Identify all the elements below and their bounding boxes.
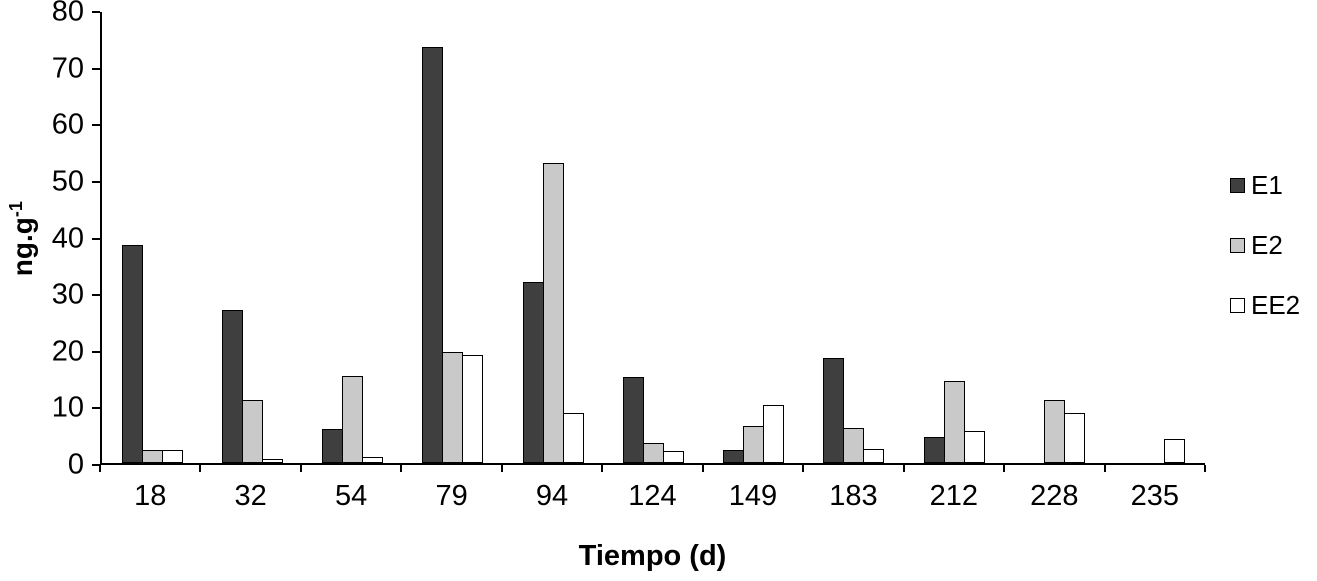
bar-group-54 <box>303 12 403 463</box>
x-tick-mark <box>501 465 503 472</box>
x-tick-mark <box>802 465 804 472</box>
y-tick-mark <box>92 237 100 240</box>
y-tick-label-20: 20 <box>51 335 84 368</box>
x-tick-mark <box>601 465 603 472</box>
bar-group-32 <box>202 12 302 463</box>
bar-ee2-228 <box>1064 413 1086 463</box>
bar-e1-79 <box>422 47 444 463</box>
x-tick-label-32: 32 <box>234 480 267 512</box>
bar-group-18 <box>102 12 202 463</box>
bar-e2-149 <box>743 426 765 463</box>
bar-group-124 <box>603 12 703 463</box>
bar-e2-124 <box>642 443 664 463</box>
x-tick-mark <box>1003 465 1005 472</box>
x-tick-label-79: 79 <box>435 480 468 512</box>
bar-group-149 <box>704 12 804 463</box>
x-tick-label-212: 212 <box>929 480 979 512</box>
bar-e1-183 <box>823 358 845 463</box>
y-tick-label-60: 60 <box>51 108 84 141</box>
y-tick-label-30: 30 <box>51 278 84 311</box>
y-tick-mark <box>92 350 100 353</box>
bar-group-183 <box>804 12 904 463</box>
x-tick-label-54: 54 <box>335 480 368 512</box>
bar-group-79 <box>403 12 503 463</box>
y-tick-label-40: 40 <box>51 222 84 254</box>
legend-label-e1: E1 <box>1251 170 1283 200</box>
y-tick-mark <box>92 124 100 127</box>
y-tick-mark <box>92 180 100 183</box>
bar-e1-18 <box>121 245 143 463</box>
legend-label-e2: E2 <box>1251 230 1283 260</box>
bar-e2-32 <box>241 400 263 463</box>
bar-ee2-94 <box>562 413 584 463</box>
bar-ee2-54 <box>362 457 384 463</box>
bar-ee2-183 <box>863 449 885 463</box>
legend-item-e1: E1 <box>1230 172 1300 198</box>
bar-ee2-124 <box>662 451 684 463</box>
bar-e1-212 <box>923 437 945 463</box>
y-tick-mark <box>92 294 100 297</box>
x-tick-mark <box>199 465 201 472</box>
x-tick-mark <box>1104 465 1106 472</box>
x-tick-mark <box>99 465 101 472</box>
legend-marker-e1 <box>1230 177 1245 193</box>
x-tick-label-228: 228 <box>1030 480 1079 512</box>
plot-area <box>100 12 1205 465</box>
x-tick-label-18: 18 <box>134 480 167 512</box>
y-tick-label-0: 0 <box>67 448 84 481</box>
x-tick-mark <box>702 465 704 472</box>
bar-e1-54 <box>322 429 344 463</box>
x-tick-label-235: 235 <box>1130 480 1179 512</box>
y-tick-mark <box>92 11 100 13</box>
bar-ee2-149 <box>763 405 785 463</box>
x-axis-title: Tiempo (d) <box>578 540 727 572</box>
bar-group-94 <box>503 12 603 463</box>
bar-e2-94 <box>542 163 564 463</box>
bar-ee2-212 <box>963 431 985 463</box>
bar-e1-94 <box>522 282 544 463</box>
x-tick-label-183: 183 <box>829 480 878 512</box>
y-tick-label-10: 10 <box>51 391 84 424</box>
x-tick-mark <box>1204 465 1206 472</box>
bar-e1-32 <box>221 310 243 463</box>
x-tick-label-124: 124 <box>628 480 677 512</box>
y-tick-label-50: 50 <box>51 165 84 198</box>
x-tick-label-94: 94 <box>535 480 569 512</box>
bar-group-235 <box>1105 12 1205 463</box>
legend-item-e2: E2 <box>1230 232 1300 258</box>
x-axis-labels: 18 32 54 79 94 124 149 183 212 228 235 <box>100 480 1205 513</box>
y-tick-mark <box>92 464 100 466</box>
legend-marker-e2 <box>1230 237 1245 253</box>
x-tick-mark <box>400 465 402 472</box>
legend: E1 E2 EE2 <box>1230 172 1300 318</box>
bar-e2-18 <box>141 450 163 463</box>
x-tick-label-149: 149 <box>728 480 778 512</box>
legend-marker-ee2 <box>1230 297 1245 313</box>
bar-ee2-235 <box>1164 439 1186 463</box>
bar-ee2-79 <box>462 355 484 463</box>
y-tick-label-70: 70 <box>51 52 84 85</box>
x-tick-mark <box>300 465 302 472</box>
bar-ee2-18 <box>161 450 183 463</box>
bar-e1-149 <box>723 450 745 463</box>
bar-group-228 <box>1004 12 1104 463</box>
y-axis: 0 10 20 30 40 50 60 70 80 <box>0 0 100 479</box>
legend-item-ee2: EE2 <box>1230 292 1300 318</box>
bar-e2-79 <box>442 352 464 463</box>
y-tick-mark <box>92 67 100 70</box>
y-tick-label-80: 80 <box>51 0 84 28</box>
bar-e2-212 <box>943 381 965 463</box>
legend-label-ee2: EE2 <box>1251 290 1301 320</box>
bar-group-212 <box>904 12 1004 463</box>
y-tick-mark <box>92 407 100 410</box>
bar-e2-54 <box>342 376 364 463</box>
bar-e2-228 <box>1044 400 1066 463</box>
bar-ee2-32 <box>261 459 283 463</box>
x-tick-mark <box>903 465 905 472</box>
bar-e1-124 <box>622 377 644 463</box>
bar-e2-183 <box>843 428 865 463</box>
